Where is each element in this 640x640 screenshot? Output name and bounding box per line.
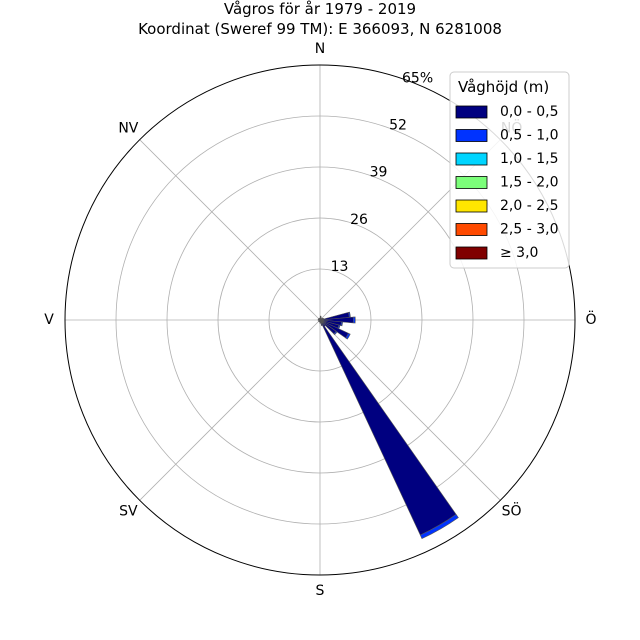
- direction-label: SÖ: [502, 502, 522, 520]
- legend: Våghöjd (m) 0,0 - 0,5 0,5 - 1,0 1,0 - 1,5 1,…: [449, 71, 570, 269]
- sector-bar: [317, 319, 321, 322]
- radial-tick-label: 13: [331, 259, 349, 275]
- radial-tick-label: 52: [389, 118, 407, 134]
- grid-spoke: [139, 319, 321, 501]
- outer-ring: [64, 64, 576, 576]
- legend-swatch: [455, 176, 488, 189]
- legend-swatch: [455, 152, 488, 166]
- direction-label: NV: [118, 120, 138, 136]
- legend-title: Våghöjd (m): [458, 78, 549, 96]
- sector-bar: [319, 319, 321, 324]
- legend-label: 2,0 - 2,5: [500, 198, 558, 214]
- direction-label: S: [316, 583, 325, 599]
- legend-swatch: [455, 246, 488, 260]
- sector-bar: [340, 321, 343, 327]
- direction-label: N: [315, 41, 325, 57]
- polar-grid: [64, 64, 576, 576]
- direction-label: SV: [119, 504, 138, 520]
- legend-label: 1,5 - 2,0: [500, 175, 558, 191]
- sector-bar: [319, 319, 457, 536]
- sector-bar: [419, 514, 459, 540]
- direction-label: Ö: [585, 310, 596, 328]
- chart-subtitle: Koordinat (Sweref 99 TM): E 366093, N 62…: [138, 20, 502, 38]
- sector-bar: [352, 316, 356, 324]
- legend-label: 2,5 - 3,0: [500, 222, 558, 238]
- sector-bar: [318, 317, 321, 321]
- radial-tick-label: 26: [350, 212, 368, 228]
- radial-tick-labels: 13 26 39 52 65%: [331, 70, 434, 274]
- radial-tick-label: 65%: [402, 70, 433, 86]
- radial-tick-label: 39: [370, 165, 388, 181]
- grid-spoke: [139, 139, 321, 321]
- legend-label: 0,0 - 0,5: [500, 104, 558, 120]
- legend-box: [449, 71, 570, 269]
- legend-swatch: [455, 129, 488, 142]
- legend-swatch: [455, 105, 488, 119]
- legend-label: 0,5 - 1,0: [500, 128, 558, 144]
- sector-group: [317, 311, 459, 540]
- chart-title: Vågros för år 1979 - 2019: [224, 0, 416, 18]
- legend-label: 1,0 - 1,5: [500, 151, 558, 167]
- grid-spoke: [319, 319, 501, 501]
- direction-label: V: [44, 312, 54, 328]
- sector-bar: [345, 332, 351, 340]
- sector-bar: [333, 330, 338, 336]
- legend-label: ≥ 3,0: [500, 245, 538, 261]
- legend-swatch: [455, 223, 488, 236]
- legend-swatch: [455, 199, 488, 213]
